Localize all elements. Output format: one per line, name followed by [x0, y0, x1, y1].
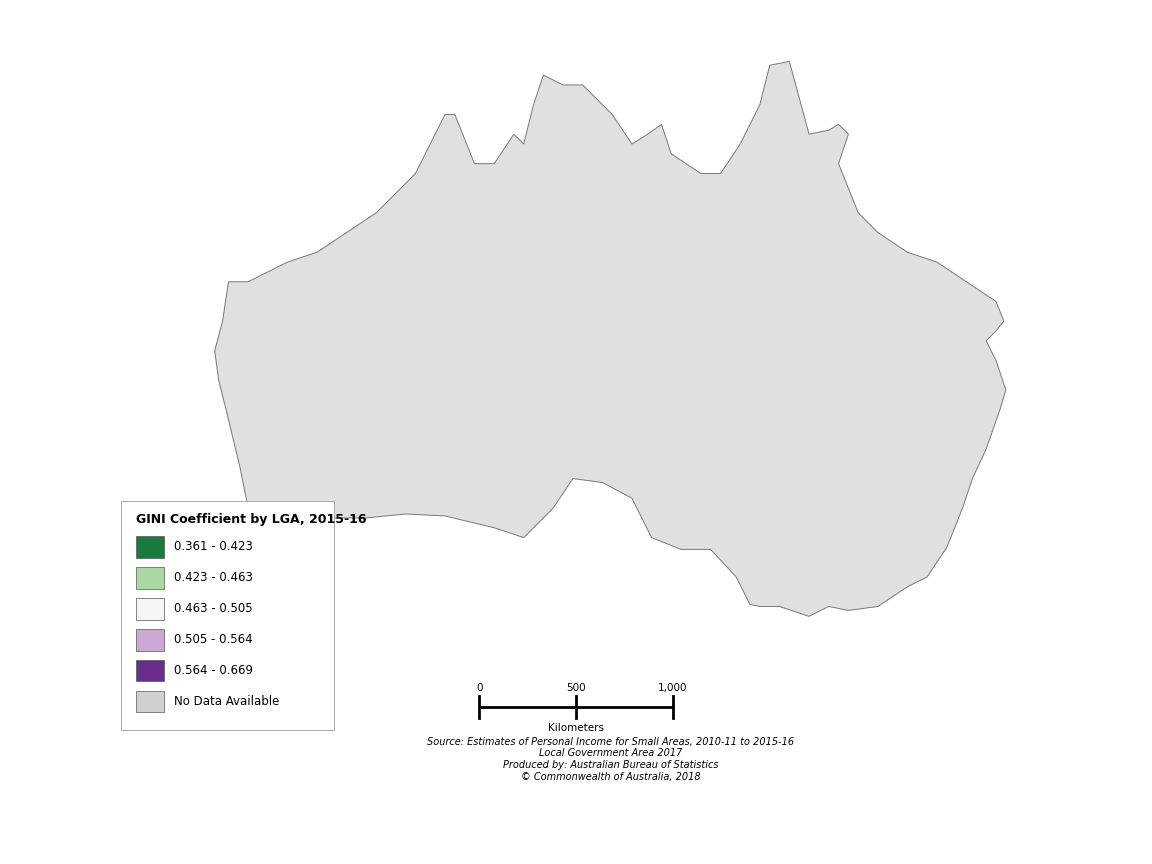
- Text: 0.505 - 0.564: 0.505 - 0.564: [174, 633, 253, 646]
- Polygon shape: [214, 61, 1006, 616]
- Text: 1,000: 1,000: [658, 683, 688, 693]
- FancyBboxPatch shape: [136, 629, 164, 651]
- FancyBboxPatch shape: [136, 660, 164, 682]
- Text: Source: Estimates of Personal Income for Small Areas, 2010-11 to 2015-16
Local G: Source: Estimates of Personal Income for…: [427, 737, 794, 782]
- Text: No Data Available: No Data Available: [174, 695, 280, 708]
- Text: 500: 500: [566, 683, 586, 693]
- Text: GINI Coefficient by LGA, 2015-16: GINI Coefficient by LGA, 2015-16: [136, 512, 366, 525]
- Text: 0.564 - 0.669: 0.564 - 0.669: [174, 664, 253, 677]
- FancyBboxPatch shape: [136, 598, 164, 619]
- FancyBboxPatch shape: [136, 567, 164, 588]
- Text: Kilometers: Kilometers: [548, 723, 604, 733]
- Text: 0.423 - 0.463: 0.423 - 0.463: [174, 571, 253, 584]
- Text: 0.463 - 0.505: 0.463 - 0.505: [174, 602, 253, 615]
- Text: 0: 0: [476, 683, 483, 693]
- Text: 0.361 - 0.423: 0.361 - 0.423: [174, 540, 253, 554]
- FancyBboxPatch shape: [136, 536, 164, 558]
- FancyBboxPatch shape: [136, 690, 164, 712]
